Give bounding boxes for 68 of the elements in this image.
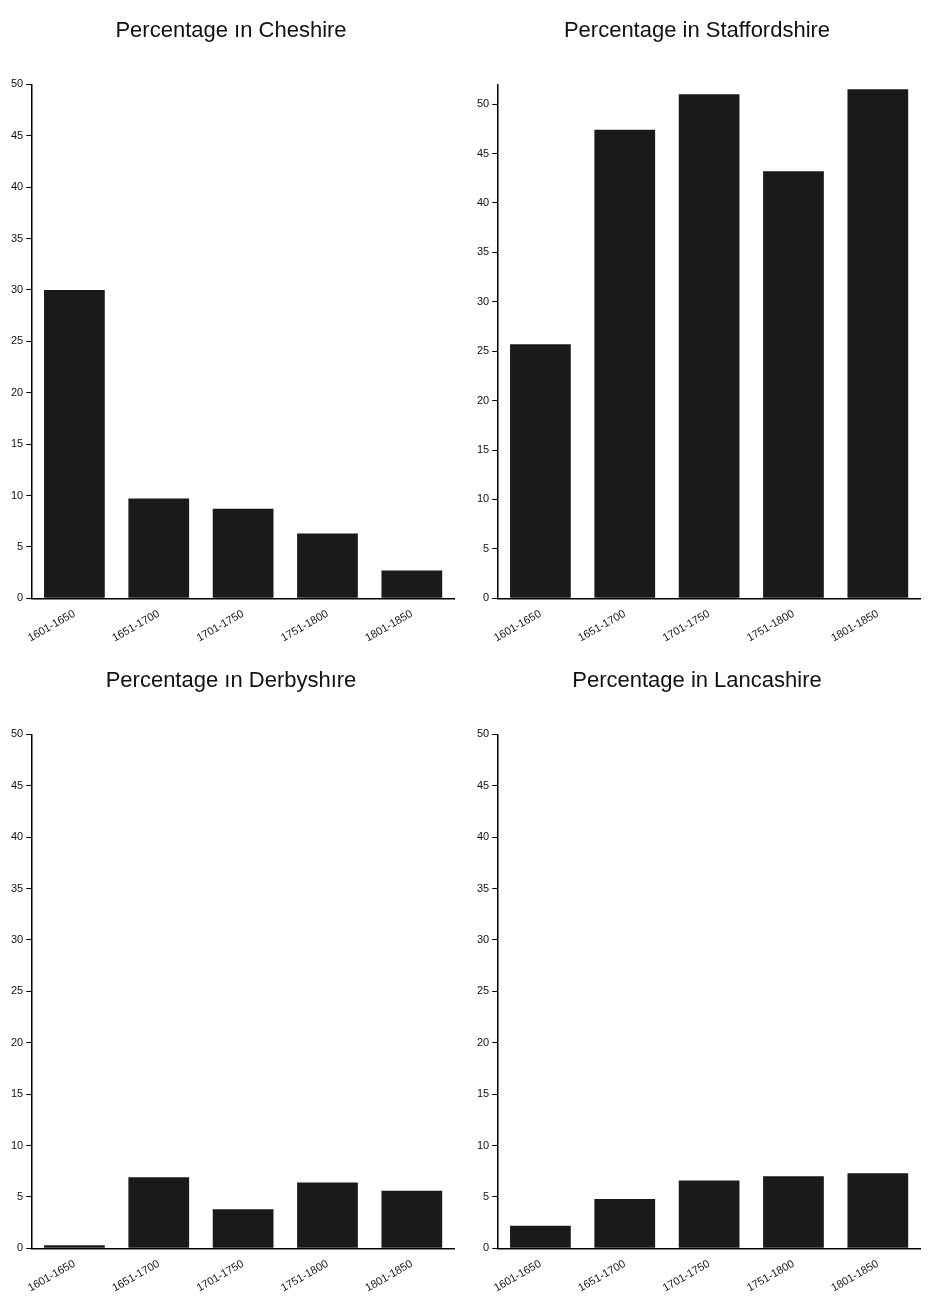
y-tick-label: 10 <box>476 1138 490 1151</box>
chart-title: Percentage in Lancashire <box>572 667 822 693</box>
bar <box>44 289 105 598</box>
y-tick-label: 0 <box>17 591 24 604</box>
y-tick-label: 45 <box>476 146 490 159</box>
bar <box>212 1209 274 1248</box>
bar <box>44 1245 105 1248</box>
y-tick-label: 40 <box>10 180 24 193</box>
y-tick-label: 50 <box>10 77 24 90</box>
y-tick-label: 5 <box>17 1189 24 1202</box>
bar <box>594 129 656 598</box>
bar <box>381 1190 443 1248</box>
bar <box>847 1173 909 1248</box>
y-tick-label: 20 <box>10 1035 24 1048</box>
y-tick-label: 35 <box>476 245 490 258</box>
y-tick-label: 45 <box>10 778 24 791</box>
y-tick-label: 10 <box>476 492 490 505</box>
y-tick-label: 35 <box>10 231 24 244</box>
y-tick-label: 20 <box>476 1035 490 1048</box>
y-tick-label: 30 <box>10 932 24 945</box>
bar <box>381 570 443 598</box>
y-tick-label: 40 <box>10 830 24 843</box>
y-tick-label: 35 <box>10 881 24 894</box>
y-tick-label: 50 <box>476 727 490 740</box>
bar <box>678 94 740 598</box>
y-tick-label: 15 <box>10 437 24 450</box>
chart-title: Percentage ın Cheshire <box>115 17 347 43</box>
y-tick-label: 15 <box>476 443 490 456</box>
bar <box>128 1177 190 1248</box>
y-tick-label: 25 <box>476 984 490 997</box>
bar <box>678 1180 740 1248</box>
y-tick-label: 35 <box>476 881 490 894</box>
y-tick-label: 5 <box>17 539 24 552</box>
y-tick-label: 0 <box>17 1241 24 1254</box>
bar <box>763 171 824 598</box>
y-tick-label: 30 <box>10 282 24 295</box>
bar <box>510 1225 571 1248</box>
y-tick-label: 0 <box>483 591 490 604</box>
y-tick-label: 30 <box>476 294 490 307</box>
y-tick-label: 20 <box>10 385 24 398</box>
y-tick-label: 40 <box>476 196 490 209</box>
y-tick-label: 30 <box>476 932 490 945</box>
y-tick-label: 5 <box>483 1189 490 1202</box>
y-tick-label: 10 <box>10 1138 24 1151</box>
y-tick-label: 45 <box>476 778 490 791</box>
y-tick-label: 50 <box>10 727 24 740</box>
y-tick-label: 5 <box>483 541 490 554</box>
bar <box>128 498 190 598</box>
y-tick-label: 50 <box>476 97 490 110</box>
y-tick-label: 25 <box>476 344 490 357</box>
y-tick-label: 20 <box>476 393 490 406</box>
y-tick-label: 40 <box>476 830 490 843</box>
bar <box>510 344 571 598</box>
y-tick-label: 25 <box>10 334 24 347</box>
bar <box>297 1182 358 1248</box>
y-tick-label: 15 <box>10 1087 24 1100</box>
y-tick-label: 25 <box>10 984 24 997</box>
y-tick-label: 15 <box>476 1087 490 1100</box>
chart-title: Percentage in Staffordshire <box>563 17 831 43</box>
bar <box>297 533 358 598</box>
bar <box>847 89 909 598</box>
y-tick-label: 45 <box>10 128 24 141</box>
bar <box>594 1198 656 1248</box>
bar <box>212 508 274 598</box>
y-tick-label: 0 <box>483 1241 490 1254</box>
bar <box>763 1176 824 1248</box>
chart-title: Percentage ın Derbyshıre <box>105 667 357 693</box>
y-tick-label: 10 <box>10 488 24 501</box>
